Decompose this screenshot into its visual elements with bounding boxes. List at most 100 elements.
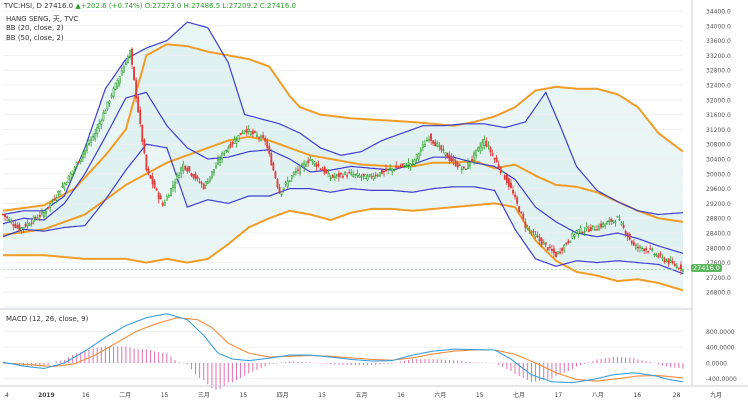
candle-body <box>206 181 209 184</box>
candle-body <box>196 176 199 179</box>
candle <box>8 216 11 222</box>
candle <box>376 173 379 178</box>
candle <box>389 164 392 171</box>
candle-body <box>456 162 459 168</box>
candle <box>340 172 342 178</box>
candle <box>174 178 176 193</box>
candle <box>264 135 267 146</box>
candle <box>647 250 650 254</box>
candle <box>528 226 531 234</box>
candle-body <box>655 254 658 257</box>
candle <box>16 222 19 230</box>
candle-body <box>622 224 625 229</box>
candle <box>307 156 310 167</box>
candle <box>157 191 160 204</box>
candle <box>333 172 336 182</box>
candle-body <box>163 202 166 206</box>
candle-body <box>389 168 392 170</box>
candle <box>565 242 568 246</box>
candle <box>366 173 369 182</box>
candle <box>671 257 674 265</box>
candle <box>24 221 27 228</box>
candle <box>415 153 418 163</box>
candle <box>155 187 158 192</box>
candle-body <box>311 159 314 162</box>
candle-body <box>428 139 430 141</box>
candle-body <box>495 157 498 163</box>
candle-body <box>77 161 80 163</box>
candle-body <box>286 180 289 187</box>
candle <box>657 252 660 259</box>
candle <box>489 145 492 157</box>
candle <box>151 172 154 189</box>
candle-body <box>81 153 84 159</box>
candle-body <box>34 217 37 219</box>
candle <box>301 162 303 166</box>
candle <box>217 155 219 165</box>
candle <box>573 233 576 240</box>
candle-body <box>372 176 375 180</box>
candle-body <box>147 168 150 174</box>
price-tick-label: 27600.0 <box>706 260 731 267</box>
candle <box>579 225 582 234</box>
candle-body <box>493 157 496 160</box>
candle <box>239 132 242 136</box>
candle <box>432 139 435 146</box>
candle-body <box>383 170 385 173</box>
candle <box>110 92 113 99</box>
legend-bb20[interactable]: BB (20, close, 2) <box>6 24 64 32</box>
candle <box>61 182 64 188</box>
candle <box>456 160 459 170</box>
legend-bb50[interactable]: BB (50, close, 2) <box>6 34 64 42</box>
time-tick-label: 15 <box>161 392 169 399</box>
price-tick-label: 30000.0 <box>706 171 731 178</box>
candle-body <box>122 66 125 73</box>
candle-body <box>231 141 234 145</box>
price-tick-label: 29200.0 <box>706 201 731 208</box>
candle-body <box>69 173 72 181</box>
candle <box>305 160 308 167</box>
candle <box>292 170 295 178</box>
candle <box>653 252 656 258</box>
candle <box>385 164 387 172</box>
candle-body <box>417 153 420 160</box>
legend-title[interactable]: HANG SENG, 天, TVC <box>6 15 79 23</box>
candle-body <box>151 176 154 185</box>
candle <box>176 172 179 184</box>
candle-body <box>659 253 662 256</box>
candle-body <box>657 255 660 258</box>
candle-body <box>354 173 357 176</box>
candle <box>354 173 357 179</box>
macd-pane <box>2 313 684 390</box>
candle <box>514 191 516 200</box>
candle-body <box>546 247 549 251</box>
time-tick-label: 五月 <box>355 392 367 399</box>
candle-body <box>100 120 103 125</box>
candle-body <box>667 258 670 265</box>
candle <box>256 131 258 138</box>
candle-body <box>149 174 152 179</box>
candle-body <box>155 188 158 191</box>
candle-body <box>579 227 582 234</box>
candle <box>628 232 631 241</box>
candle <box>536 231 539 238</box>
candle-body <box>340 172 342 175</box>
candle <box>18 222 21 233</box>
candle <box>651 247 654 252</box>
candle-body <box>211 171 213 178</box>
candle <box>663 256 666 264</box>
candle-body <box>290 175 293 179</box>
candle-body <box>602 223 605 228</box>
legend-macd[interactable]: MACD (12, 26, close, 9) <box>6 315 89 323</box>
candle-body <box>229 144 232 148</box>
candle-body <box>143 139 146 154</box>
candle-body <box>432 140 435 144</box>
bb20-basis-line <box>2 91 684 254</box>
last-price-label: 27416.0 <box>44 2 74 10</box>
candle-body <box>313 161 316 165</box>
candle <box>444 152 447 160</box>
candle <box>548 243 551 251</box>
candle-body <box>632 242 635 246</box>
